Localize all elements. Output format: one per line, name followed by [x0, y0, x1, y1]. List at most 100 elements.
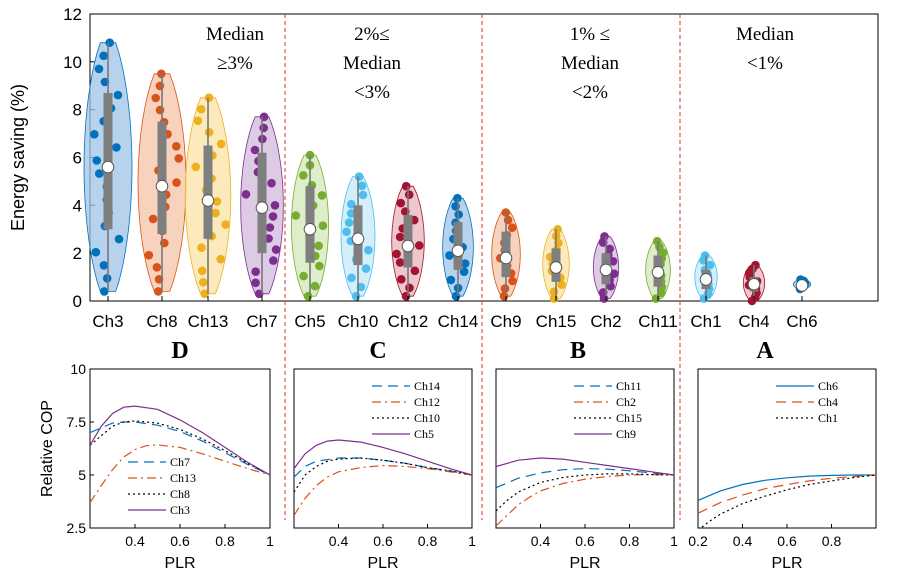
data-point: [410, 266, 420, 276]
x-tick-label: Ch7: [246, 312, 277, 331]
cop-series-line: [294, 464, 472, 516]
data-point: [90, 130, 99, 139]
data-point: [357, 181, 367, 191]
data-point: [211, 208, 220, 218]
data-point: [314, 241, 323, 251]
cop-series-line: [90, 420, 270, 476]
data-point: [271, 245, 281, 254]
y-tick-label: 4: [73, 196, 82, 215]
cop-x-tick-label: 0.4: [125, 533, 145, 549]
data-point: [347, 199, 356, 209]
legend-label: Ch2: [616, 395, 636, 409]
data-point: [351, 291, 361, 301]
x-tick-label: Ch11: [638, 312, 677, 331]
group-label-line: 2%≤: [354, 24, 390, 45]
data-point: [291, 211, 301, 220]
y-tick-label: 8: [73, 101, 82, 120]
x-tick-label: Ch6: [786, 312, 817, 331]
cop-series-line: [90, 405, 270, 476]
iqr-box: [157, 121, 167, 235]
data-point: [154, 275, 164, 284]
data-point: [151, 93, 160, 103]
cop-panels: Relative COP 2.5 5 7.5 10 0.4 0.6 0.8 1 PLR Ch7 Ch1…: [39, 361, 877, 572]
data-point: [318, 221, 328, 230]
cop-panel: 0.2 0.4 0.6 0.8 PLR Ch6 Ch4 Ch1: [688, 368, 877, 572]
group-label-line: Median: [561, 53, 620, 74]
group-label-line: Median: [206, 24, 265, 45]
data-point: [445, 251, 454, 260]
data-point: [415, 241, 424, 250]
data-point: [299, 171, 308, 180]
x-tick-label: Ch1: [690, 312, 721, 331]
data-point: [204, 128, 214, 137]
cop-panel: 0.4 0.6 0.8 1 PLR Ch14 Ch12 Ch10 Ch5: [293, 368, 476, 572]
data-point: [356, 282, 366, 292]
cop-x-tick-label: 0.6: [170, 533, 190, 549]
cop-panel-box: [293, 368, 473, 529]
data-point: [364, 245, 373, 255]
cop-y-tick-label: 10: [70, 361, 86, 377]
data-point: [549, 287, 559, 297]
y-tick-label: 0: [73, 292, 82, 311]
x-tick-label: Ch2: [590, 312, 621, 331]
median-marker: [651, 266, 665, 279]
cop-series-line: [294, 457, 472, 493]
data-point: [499, 291, 509, 301]
data-point: [251, 278, 260, 288]
legend-label: Ch13: [170, 471, 196, 485]
cop-x-tick-label: 0.6: [777, 533, 797, 549]
data-point: [174, 154, 183, 163]
group-letter: D: [171, 338, 188, 364]
data-point: [92, 156, 102, 165]
data-point: [270, 201, 280, 210]
median-marker: [155, 179, 169, 193]
x-tick-label: Ch13: [188, 312, 229, 331]
data-point: [259, 112, 269, 122]
data-point: [113, 90, 123, 100]
data-point: [100, 77, 110, 87]
data-point: [392, 249, 401, 259]
data-point: [361, 264, 371, 273]
legend-label: Ch8: [170, 487, 190, 501]
data-point: [172, 178, 181, 187]
cop-x-tick-label: 1: [266, 533, 274, 549]
data-point: [342, 227, 351, 237]
cop-x-tick-label: 0.8: [822, 533, 842, 549]
cop-series-line: [90, 421, 270, 476]
cop-x-tick-label: 0.4: [733, 533, 753, 549]
data-point: [259, 123, 269, 133]
group-letter: A: [756, 338, 774, 364]
cop-panel: 2.5 5 7.5 10 0.4 0.6 0.8 1 PLR Ch7 Ch13 Ch8 Ch3: [67, 361, 275, 572]
data-point: [99, 51, 108, 61]
data-point: [401, 181, 411, 191]
legend-label: Ch10: [414, 411, 440, 425]
data-point: [605, 244, 614, 254]
data-point: [250, 145, 260, 155]
violin-chart: 0 2 4 6 8 10 12 Energy saving (%) Median ≥3% D 2%≤ M…: [8, 5, 879, 520]
data-point: [705, 260, 715, 270]
legend-label: Ch7: [170, 455, 190, 469]
data-point: [193, 116, 203, 126]
cop-series-line: [698, 474, 876, 501]
data-point: [265, 223, 275, 232]
data-point: [401, 291, 411, 301]
data-point: [507, 223, 517, 232]
median-marker: [401, 239, 415, 253]
data-point: [198, 278, 208, 287]
data-point: [751, 260, 760, 270]
cop-x-tick-label: 0.4: [531, 533, 551, 549]
cop-x-tick-label: 0.4: [329, 533, 349, 549]
cop-x-axis-label: PLR: [771, 555, 802, 572]
x-tick-label: Ch3: [92, 312, 123, 331]
data-point: [395, 232, 405, 242]
median-marker: [303, 222, 317, 236]
data-point: [600, 232, 609, 241]
data-point: [347, 273, 356, 283]
legend-label: Ch9: [616, 427, 636, 441]
group-label-line: <2%: [572, 82, 608, 103]
cop-series-line: [294, 439, 472, 476]
cop-series-line: [496, 467, 674, 489]
x-tick-label: Ch8: [146, 312, 177, 331]
cop-panel: 0.4 0.6 0.8 1 PLR Ch11 Ch2 Ch15 Ch9: [495, 368, 678, 572]
data-point: [197, 243, 206, 252]
